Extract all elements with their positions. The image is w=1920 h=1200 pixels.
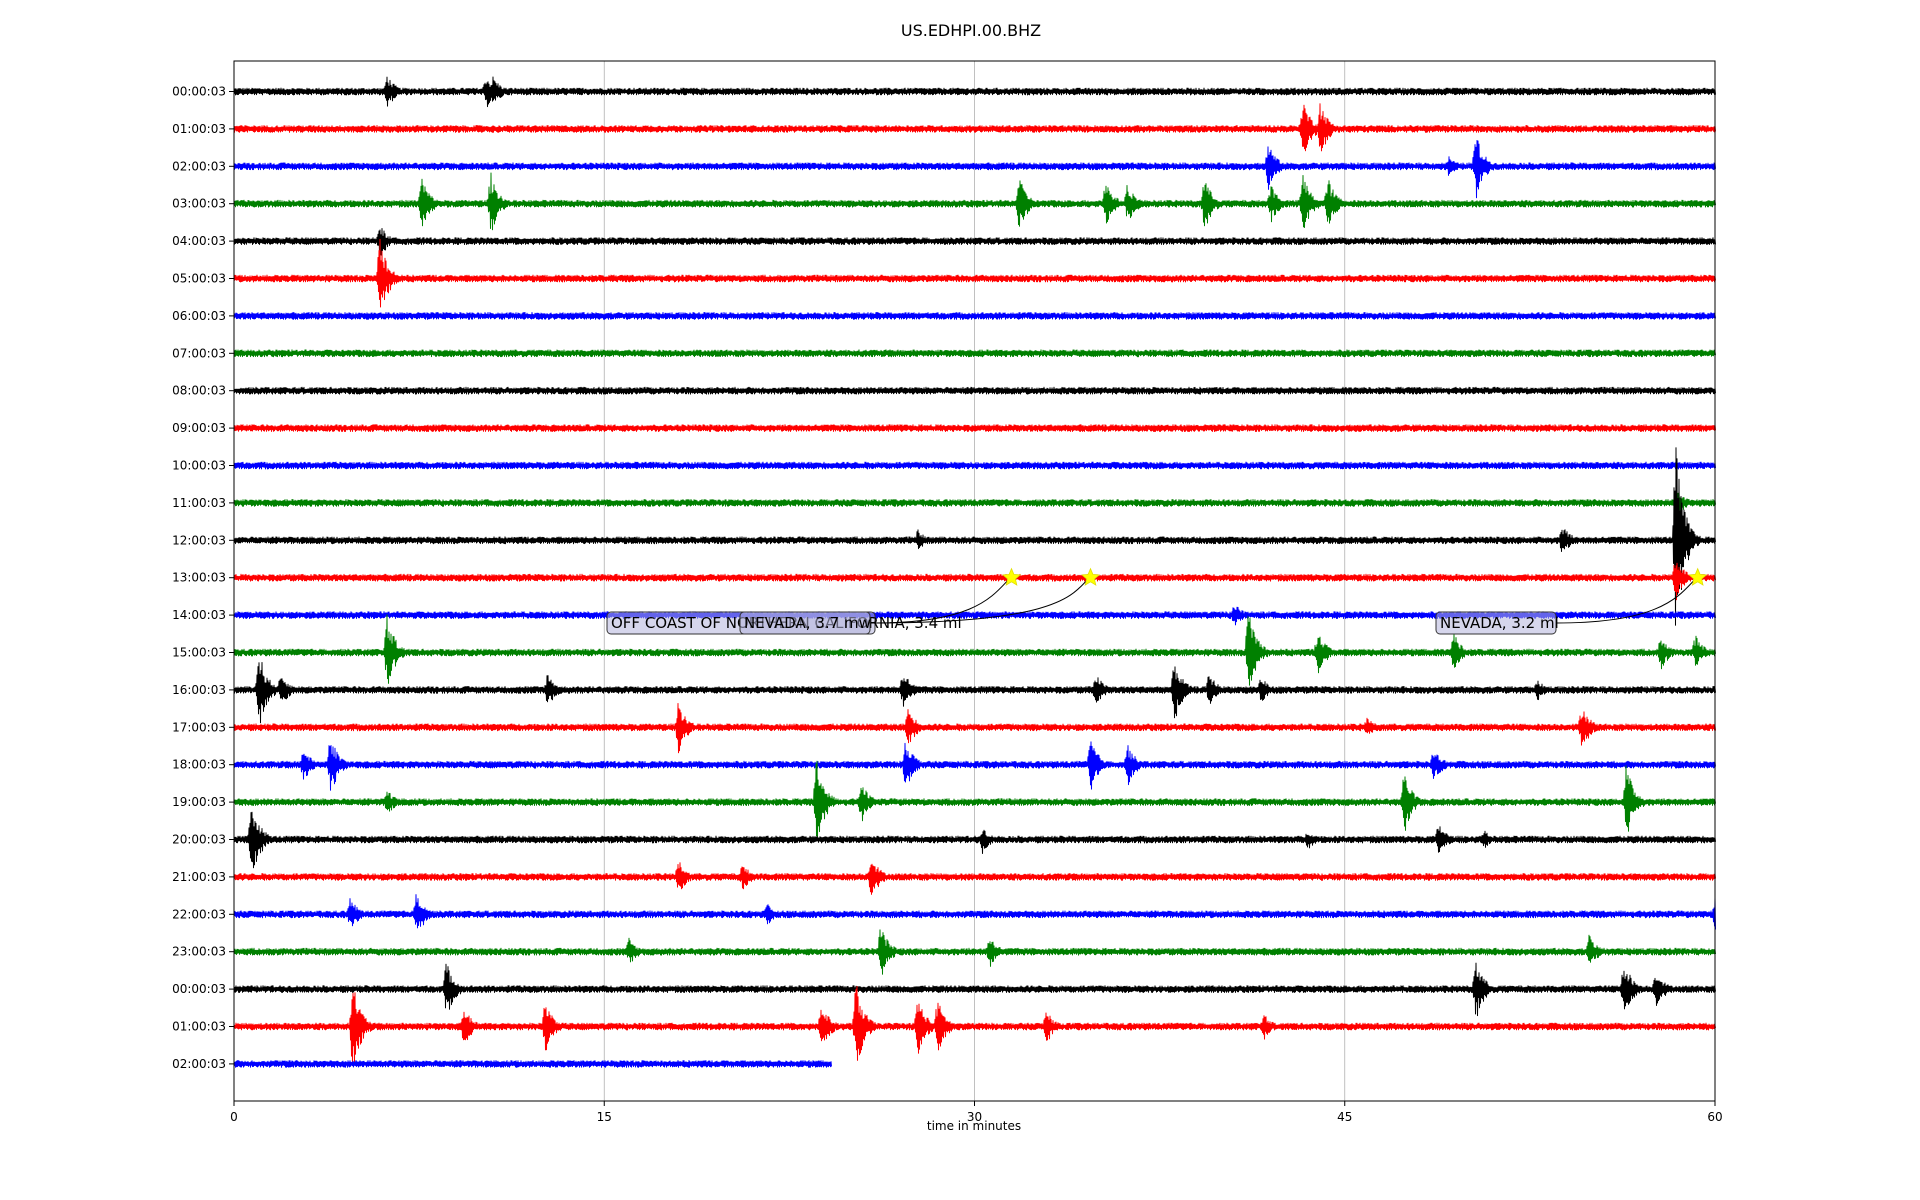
trace-time-label: 11:00:03	[172, 496, 226, 510]
event-annotations: OFF COAST OF NORTHERN CALIFORNIA, 3.4 ml…	[606, 567, 1708, 635]
trace-2	[233, 140, 1716, 199]
trace-time-label: 08:00:03	[172, 384, 226, 398]
event-star-marker	[1081, 567, 1101, 586]
trace-7	[233, 349, 1716, 358]
trace-time-label: 05:00:03	[172, 272, 226, 286]
x-axis-label: time in minutes	[927, 1119, 1021, 1133]
trace-20	[233, 811, 1716, 869]
trace-time-label: 15:00:03	[172, 646, 226, 660]
trace-11	[233, 491, 1716, 515]
trace-time-label: 00:00:03	[172, 85, 226, 99]
trace-time-label: 01:00:03	[172, 1020, 226, 1034]
trace-time-label: 03:00:03	[172, 197, 226, 211]
event-label: NEVADA, 3.2 ml	[1440, 614, 1559, 632]
trace-time-label: 04:00:03	[172, 234, 226, 248]
trace-15	[233, 614, 1716, 686]
trace-time-label: 19:00:03	[172, 795, 226, 809]
annotation-connector	[1555, 580, 1695, 624]
x-tick-label: 0	[230, 1110, 238, 1124]
trace-16	[233, 662, 1716, 724]
trace-1	[233, 103, 1716, 152]
annotation-connector	[869, 580, 1087, 624]
trace-time-label: 09:00:03	[172, 421, 226, 435]
x-tick-label: 15	[597, 1110, 612, 1124]
trace-time-label: 21:00:03	[172, 870, 226, 884]
annotation-connector	[874, 580, 1008, 624]
trace-24	[233, 962, 1716, 1017]
trace-3	[233, 172, 1716, 231]
trace-time-label: 23:00:03	[172, 945, 226, 959]
trace-time-label: 06:00:03	[172, 309, 226, 323]
event-star-marker	[1688, 567, 1708, 586]
trace-0	[233, 76, 1716, 108]
trace-time-label: 07:00:03	[172, 346, 226, 360]
x-axis-ticks: 0 15 30 45 60	[230, 1101, 1723, 1124]
trace-time-label: 22:00:03	[172, 907, 226, 921]
trace-12	[233, 447, 1716, 626]
grid-lines	[603, 61, 1346, 1101]
trace-time-label: 17:00:03	[172, 720, 226, 734]
trace-time-label: 02:00:03	[172, 1057, 226, 1071]
trace-time-label: 16:00:03	[172, 683, 226, 697]
trace-time-label: 10:00:03	[172, 459, 226, 473]
annotation-box	[1435, 611, 1557, 635]
annotation-box	[739, 611, 871, 635]
trace-5	[233, 238, 1716, 308]
trace-21	[233, 862, 1716, 895]
trace-23	[233, 929, 1716, 975]
trace-18	[233, 741, 1716, 791]
trace-26	[233, 1060, 832, 1068]
trace-4	[233, 228, 1716, 256]
trace-17	[233, 703, 1716, 754]
trace-19	[233, 760, 1716, 840]
x-tick-label: 60	[1707, 1110, 1722, 1124]
chart-title: US.EDHPI.00.BHZ	[901, 21, 1041, 40]
x-tick-label: 30	[967, 1110, 982, 1124]
trace-13	[233, 562, 1716, 601]
trace-time-label: 13:00:03	[172, 571, 226, 585]
trace-time-label: 18:00:03	[172, 758, 226, 772]
trace-time-label: 14:00:03	[172, 608, 226, 622]
plot-frame	[233, 60, 1716, 1102]
event-star-marker	[1002, 567, 1022, 586]
trace-time-label: 00:00:03	[172, 982, 226, 996]
trace-25	[233, 986, 1716, 1064]
trace-time-label: 01:00:03	[172, 122, 226, 136]
x-tick-label: 45	[1337, 1110, 1352, 1124]
trace-6	[233, 312, 1716, 320]
trace-8	[233, 386, 1716, 395]
trace-10	[233, 461, 1716, 470]
trace-time-label: 02:00:03	[172, 159, 226, 173]
event-label: NEVADA, 3.7 mw	[744, 614, 871, 632]
trace-layer	[233, 76, 1716, 1068]
trace-9	[233, 424, 1716, 432]
trace-time-labels: 00:00:03 01:00:03 02:00:03 03:00:03 04:00:03…	[172, 85, 234, 1071]
trace-22	[233, 894, 1716, 930]
trace-time-label: 20:00:03	[172, 833, 226, 847]
trace-time-label: 12:00:03	[172, 533, 226, 547]
